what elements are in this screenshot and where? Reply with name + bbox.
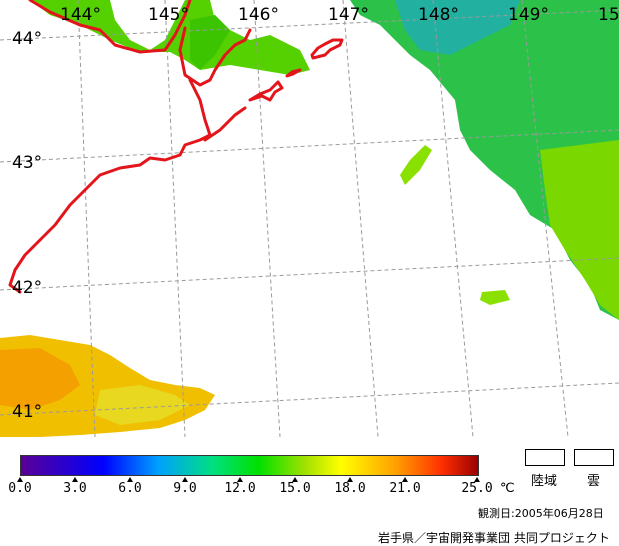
coastline (8, 0, 344, 294)
latitude-labels: 44° 43° 42° 41° (12, 29, 42, 422)
tick-mark-25 (474, 477, 480, 482)
tick-label-3: 3.0 (63, 481, 87, 496)
tick-label-9: 9.0 (173, 481, 197, 496)
coastline-hokkaido (8, 0, 252, 294)
cloud-legend-label: 雲 (587, 474, 601, 489)
observation-date: 観測日:2005年06月28日 (478, 507, 604, 520)
lon-label-146: 146° (238, 5, 279, 25)
lat-label-42: 42° (12, 278, 42, 298)
tick-mark-15 (292, 477, 298, 482)
coastline-cape (203, 106, 247, 142)
unit-label: ℃ (500, 481, 515, 496)
sst-patch-ne (350, 0, 619, 320)
coastline-island-1 (248, 80, 284, 102)
sst-patch-nw (30, 0, 310, 75)
tick-mark-0 (17, 477, 23, 482)
coastline-island-2 (285, 68, 302, 78)
lon-label-145: 145° (148, 5, 189, 25)
cloud-legend-swatch (574, 449, 614, 466)
sst-patch-ne-light (540, 140, 619, 320)
lat-label-41: 41° (12, 402, 42, 422)
lon-label-147: 147° (328, 5, 369, 25)
lat-label-43: 43° (12, 153, 42, 173)
tick-mark-3 (72, 477, 78, 482)
tick-label-12: 12.0 (224, 481, 256, 496)
tick-label-15: 15.0 (279, 481, 311, 496)
land-legend-swatch (525, 449, 565, 466)
tick-label-18: 18.0 (334, 481, 366, 496)
sst-map: 144° 145° 146° 147° 148° 149° 15 44° 43°… (0, 0, 619, 438)
tick-label-21: 21.0 (389, 481, 421, 496)
lon-label-150: 15 (598, 5, 619, 25)
sst-patch-mid2 (480, 290, 510, 305)
tick-mark-21 (402, 477, 408, 482)
tick-label-0: 0.0 (8, 481, 32, 496)
sst-patch-sw-yellow (95, 385, 190, 425)
tick-label-25: 25.0 (461, 481, 493, 496)
sst-patch-sw-orange (0, 348, 80, 410)
sst-field (0, 0, 619, 437)
sst-patch-ne-teal (395, 0, 520, 55)
graticule (0, 0, 619, 438)
temperature-colorbar (20, 455, 479, 476)
lon-label-148: 148° (418, 5, 459, 25)
land-legend-label: 陸域 (531, 474, 558, 489)
lat-label-44: 44° (12, 29, 42, 49)
lon-label-144: 144° (60, 5, 101, 25)
sst-patch-mid (400, 145, 432, 185)
lon-label-149: 149° (508, 5, 549, 25)
tick-mark-12 (237, 477, 243, 482)
tick-mark-9 (182, 477, 188, 482)
coastline-island-3 (310, 38, 344, 60)
tick-mark-18 (347, 477, 353, 482)
longitude-labels: 144° 145° 146° 147° 148° 149° 15 (60, 5, 619, 25)
credit-text: 岩手県／宇宙開発事業団 共同プロジェクト (378, 531, 610, 545)
tick-mark-6 (127, 477, 133, 482)
tick-label-6: 6.0 (118, 481, 142, 496)
sst-patch-nw2 (190, 15, 230, 70)
